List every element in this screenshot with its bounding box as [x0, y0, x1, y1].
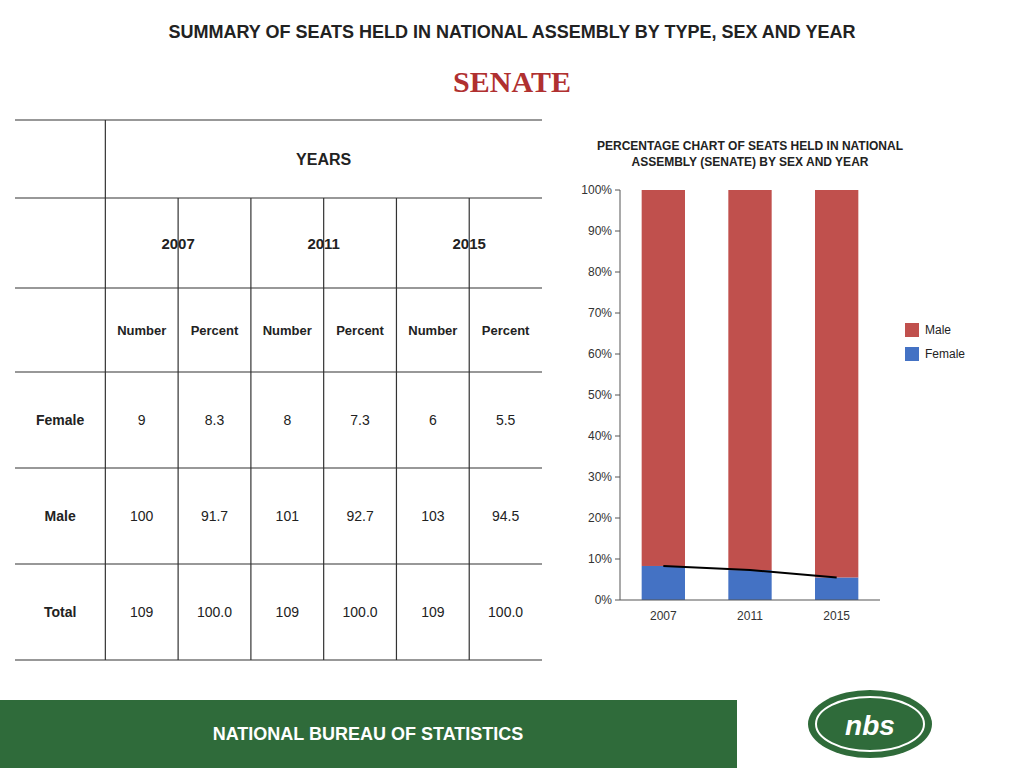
table-rule	[15, 197, 542, 198]
table-cell: 91.7	[201, 508, 228, 524]
y-tick	[615, 600, 620, 601]
page: SUMMARY OF SEATS HELD IN NATIONAL ASSEMB…	[0, 0, 1024, 768]
table-cell: 100.0	[197, 604, 232, 620]
y-tick	[615, 477, 620, 478]
table-cell: 101	[276, 508, 300, 524]
table-header: YEARS	[296, 151, 351, 168]
y-tick-label: 10%	[588, 552, 612, 566]
table-cell: 8	[283, 412, 291, 428]
table: YEARS 2007 2011 2015 Number Percent Number Perc…	[15, 120, 542, 660]
page-subtitle: SENATE	[453, 65, 571, 98]
x-axis-line	[620, 600, 880, 601]
table-cell: 109	[130, 604, 154, 620]
table-rule	[178, 198, 179, 660]
y-tick	[615, 272, 620, 273]
y-tick	[615, 436, 620, 437]
legend-swatch	[905, 323, 919, 337]
table-rule	[15, 371, 542, 372]
bar-segment	[815, 190, 858, 577]
table-cell: 5.5	[496, 412, 516, 428]
table-cell: 100.0	[343, 604, 378, 620]
y-tick-label: 80%	[588, 265, 612, 279]
y-tick	[615, 190, 620, 191]
y-tick-label: 20%	[588, 511, 612, 525]
legend: Male Female	[905, 323, 965, 361]
page-title: SUMMARY OF SEATS HELD IN NATIONAL ASSEMB…	[168, 22, 855, 42]
bar-segment	[642, 566, 685, 600]
y-tick-label: 0%	[595, 593, 613, 607]
bar-chart: PERCENTAGE CHART OF SEATS HELD IN NATION…	[581, 139, 965, 623]
table-cell: 9	[138, 412, 146, 428]
table-rule	[15, 467, 542, 468]
x-tick-label: 2015	[823, 609, 850, 623]
logo-badge	[808, 690, 932, 758]
chart-title-line: ASSEMBLY (SENATE) BY SEX AND YEAR	[632, 155, 869, 169]
y-tick-label: 70%	[588, 306, 612, 320]
trend-line	[663, 566, 836, 577]
table-column-header: Number	[117, 323, 166, 338]
table-cell: 94.5	[492, 508, 519, 524]
legend-label: Male	[925, 323, 951, 337]
table-cell: 92.7	[346, 508, 373, 524]
table-group-header: 2011	[307, 235, 340, 252]
table-rule	[469, 198, 470, 660]
table-column-header: Percent	[482, 323, 530, 338]
table-cell: 6	[429, 412, 437, 428]
table-cell: 103	[421, 508, 445, 524]
table-rule	[323, 198, 324, 660]
plot-marks	[642, 190, 859, 600]
table-group-header: 2007	[161, 235, 194, 252]
table-row-label: Female	[36, 412, 84, 428]
y-tick	[615, 231, 620, 232]
chart-title: PERCENTAGE CHART OF SEATS HELD IN NATION…	[597, 139, 903, 169]
y-tick	[615, 518, 620, 519]
y-tick	[615, 313, 620, 314]
table-rule	[15, 287, 542, 288]
table-rule	[105, 120, 106, 660]
table-column-header: Number	[408, 323, 457, 338]
table-column-header: Number	[263, 323, 312, 338]
table-group-header: 2015	[453, 235, 486, 252]
table-rule	[250, 198, 251, 660]
footer-band	[0, 700, 737, 768]
logo-ring	[816, 697, 924, 751]
y-tick	[615, 354, 620, 355]
table-cell: 109	[276, 604, 300, 620]
bar-segment	[728, 190, 771, 570]
table-cell: 100	[130, 508, 154, 524]
table-row-label: Total	[44, 604, 76, 620]
y-tick-label: 40%	[588, 429, 612, 443]
chart-title-line: PERCENTAGE CHART OF SEATS HELD IN NATION…	[597, 139, 903, 153]
table-rule	[396, 198, 397, 660]
x-tick-label: 2011	[737, 609, 763, 623]
footer-text: NATIONAL BUREAU OF STATISTICS	[213, 724, 524, 744]
legend-swatch	[905, 347, 919, 361]
bar-segment	[815, 577, 858, 600]
y-tick	[615, 395, 620, 396]
y-tick-label: 60%	[588, 347, 612, 361]
table-rule	[15, 119, 542, 120]
y-tick	[615, 559, 620, 560]
table-column-header: Percent	[336, 323, 384, 338]
logo-text: nbs	[845, 710, 895, 741]
table-cell: 8.3	[205, 412, 225, 428]
x-tick-label: 2007	[650, 609, 677, 623]
bar-segment	[642, 190, 685, 566]
table-column-header: Percent	[191, 323, 239, 338]
legend-label: Female	[925, 347, 965, 361]
table-rule	[15, 659, 542, 660]
table-cell: 109	[421, 604, 445, 620]
y-tick-label: 90%	[588, 224, 612, 238]
bar-segment	[728, 570, 771, 600]
table-cell: 100.0	[488, 604, 523, 620]
y-tick-label: 100%	[581, 183, 612, 197]
y-tick-label: 50%	[588, 388, 612, 402]
y-tick-label: 30%	[588, 470, 612, 484]
table-rule	[15, 563, 542, 564]
table-row-label: Male	[45, 508, 76, 524]
table-cell: 7.3	[350, 412, 370, 428]
